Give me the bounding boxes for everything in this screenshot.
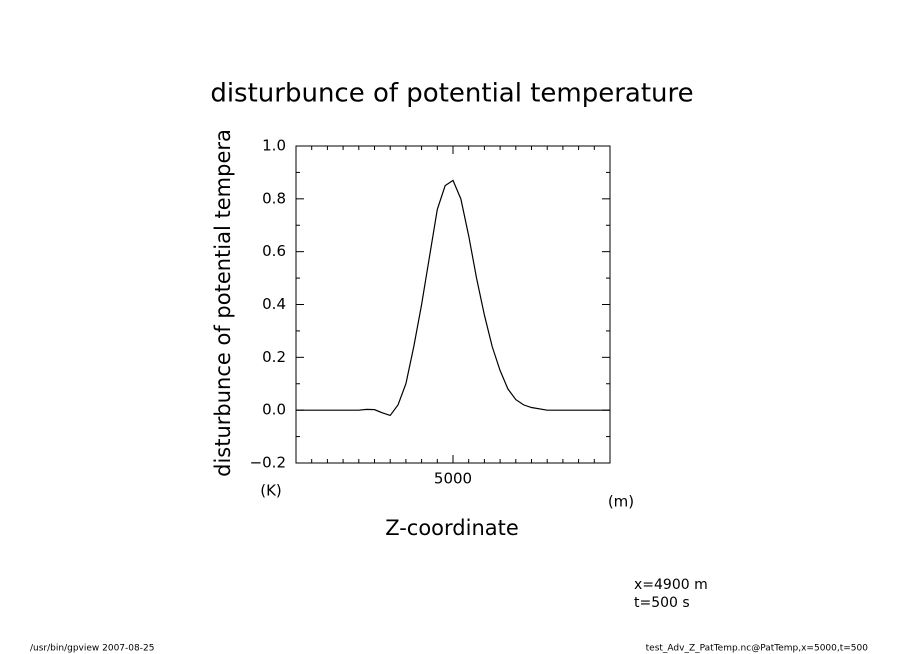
- y-axis-label: disturbunce of potential tempera: [211, 129, 235, 477]
- data-line: [296, 179, 610, 417]
- y-tick-label: 0.2: [262, 348, 286, 366]
- x-tick-label: 5000: [434, 470, 472, 488]
- y-unit: (K): [260, 482, 282, 500]
- chart-title: disturbunce of potential temperature: [210, 79, 693, 109]
- y-tick-label: 0.6: [262, 242, 286, 260]
- y-tick-label: −0.2: [250, 454, 286, 472]
- y-tick-label: 1.0: [262, 137, 286, 155]
- plot-frame: [295, 145, 611, 464]
- annotation: x=4900 m: [634, 577, 708, 593]
- annotation: t=500 s: [634, 595, 690, 611]
- footer: test_Adv_Z_PatTemp.nc@PatTemp,x=5000,t=5…: [646, 644, 869, 654]
- y-tick-label: 0.4: [262, 295, 286, 313]
- y-tick-label: 0.8: [262, 189, 286, 207]
- x-axis-label: Z-coordinate: [385, 516, 519, 540]
- x-unit: (m): [608, 493, 634, 511]
- footer: /usr/bin/gpview 2007-08-25: [30, 644, 154, 654]
- y-tick-label: 0.0: [262, 401, 286, 419]
